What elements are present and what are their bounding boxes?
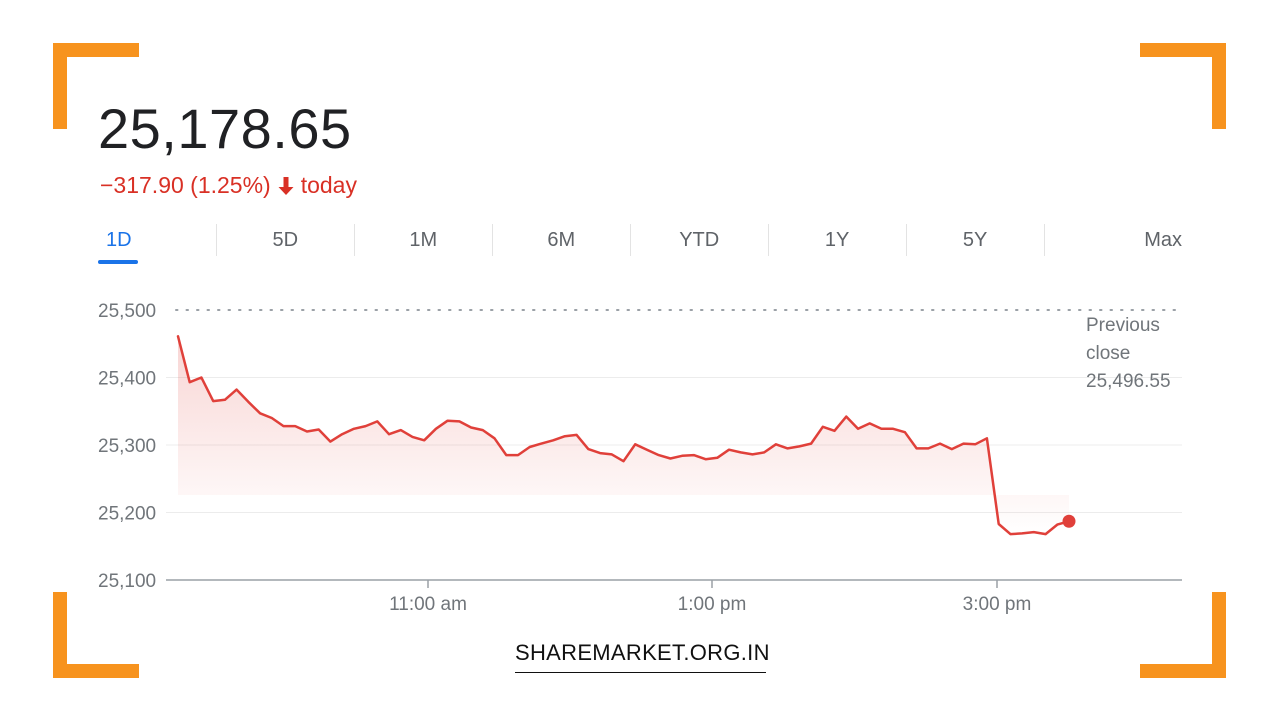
- tab-1d[interactable]: 1D: [98, 222, 216, 264]
- tab-1y[interactable]: 1Y: [768, 222, 906, 258]
- tab-1m[interactable]: 1M: [354, 222, 492, 258]
- tab-5d[interactable]: 5D: [216, 222, 354, 258]
- y-tick-label: 25,200: [98, 504, 156, 525]
- series-area: [178, 336, 1069, 535]
- tab-max[interactable]: Max: [1044, 222, 1182, 258]
- corner-bracket-bottom-left: [53, 592, 139, 678]
- range-tabs: 1D 5D 1M 6M YTD 1Y 5Y Max: [98, 222, 1182, 266]
- change-suffix: today: [300, 172, 357, 198]
- series-line: [176, 335, 1071, 536]
- previous-close-value: 25,496.55: [1086, 371, 1171, 392]
- current-price: 25,178.65: [98, 97, 352, 160]
- y-tick-label: 25,100: [98, 571, 156, 592]
- y-tick-label: 25,500: [98, 301, 156, 322]
- previous-close-label: Previous: [1086, 315, 1160, 336]
- x-tick-label: 1:00 pm: [678, 594, 747, 615]
- x-tick-label: 11:00 am: [389, 594, 467, 615]
- y-tick-label: 25,400: [98, 369, 156, 390]
- tab-5y[interactable]: 5Y: [906, 222, 1044, 258]
- last-point-marker: [1062, 514, 1076, 528]
- x-tick-label: 3:00 pm: [963, 594, 1032, 615]
- brand-link[interactable]: SHAREMARKET.ORG.IN: [515, 640, 769, 673]
- corner-bracket-bottom-right: [1140, 592, 1226, 678]
- tab-6m[interactable]: 6M: [492, 222, 630, 258]
- tab-ytd[interactable]: YTD: [630, 222, 768, 258]
- price-change: −317.90 (1.25%) today: [100, 172, 357, 199]
- y-tick-label: 25,300: [98, 436, 156, 457]
- arrow-down-icon: [277, 176, 295, 196]
- previous-close-label: close: [1086, 343, 1130, 364]
- corner-bracket-top-left: [53, 43, 139, 129]
- corner-bracket-top-right: [1140, 43, 1226, 129]
- change-value: −317.90 (1.25%): [100, 172, 271, 198]
